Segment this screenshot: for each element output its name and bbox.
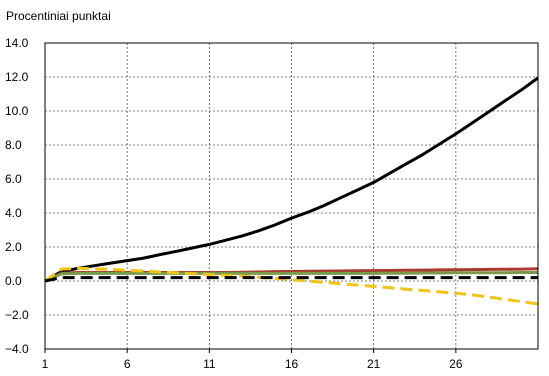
y-axis-ticks: −4.0 −2.0 0.0 2.0 4.0 6.0 8.0 10.0 12.0 14.0	[5, 36, 29, 356]
y-tick-label: 12.0	[5, 70, 29, 84]
grid	[45, 43, 538, 349]
x-tick-label: 6	[124, 357, 131, 371]
x-tick-label: 16	[285, 357, 299, 371]
y-tick-label: 2.0	[5, 240, 22, 254]
y-tick-label: 8.0	[5, 138, 22, 152]
series-group	[44, 76, 539, 306]
y-tick-label: 0.0	[5, 274, 22, 288]
y-tick-label: 6.0	[5, 172, 22, 186]
series-line-4	[44, 266, 539, 306]
x-axis-ticks: 1 6 11 16 21 26	[42, 349, 463, 371]
series-line-3	[44, 271, 538, 283]
x-tick-label: 21	[367, 357, 381, 371]
x-tick-label: 26	[449, 357, 463, 371]
x-tick-label: 11	[203, 357, 216, 371]
plot-frame	[44, 42, 539, 350]
y-tick-label: 14.0	[5, 36, 29, 50]
y-axis-title: Procentiniai punktai	[6, 9, 111, 23]
x-tick-label: 1	[42, 357, 49, 371]
series-line-1	[44, 76, 539, 283]
y-tick-label: 4.0	[5, 206, 22, 220]
y-tick-label: 10.0	[5, 104, 29, 118]
y-tick-label: −4.0	[5, 342, 29, 356]
y-tick-label: −2.0	[5, 308, 29, 322]
series-line-5	[44, 276, 538, 283]
